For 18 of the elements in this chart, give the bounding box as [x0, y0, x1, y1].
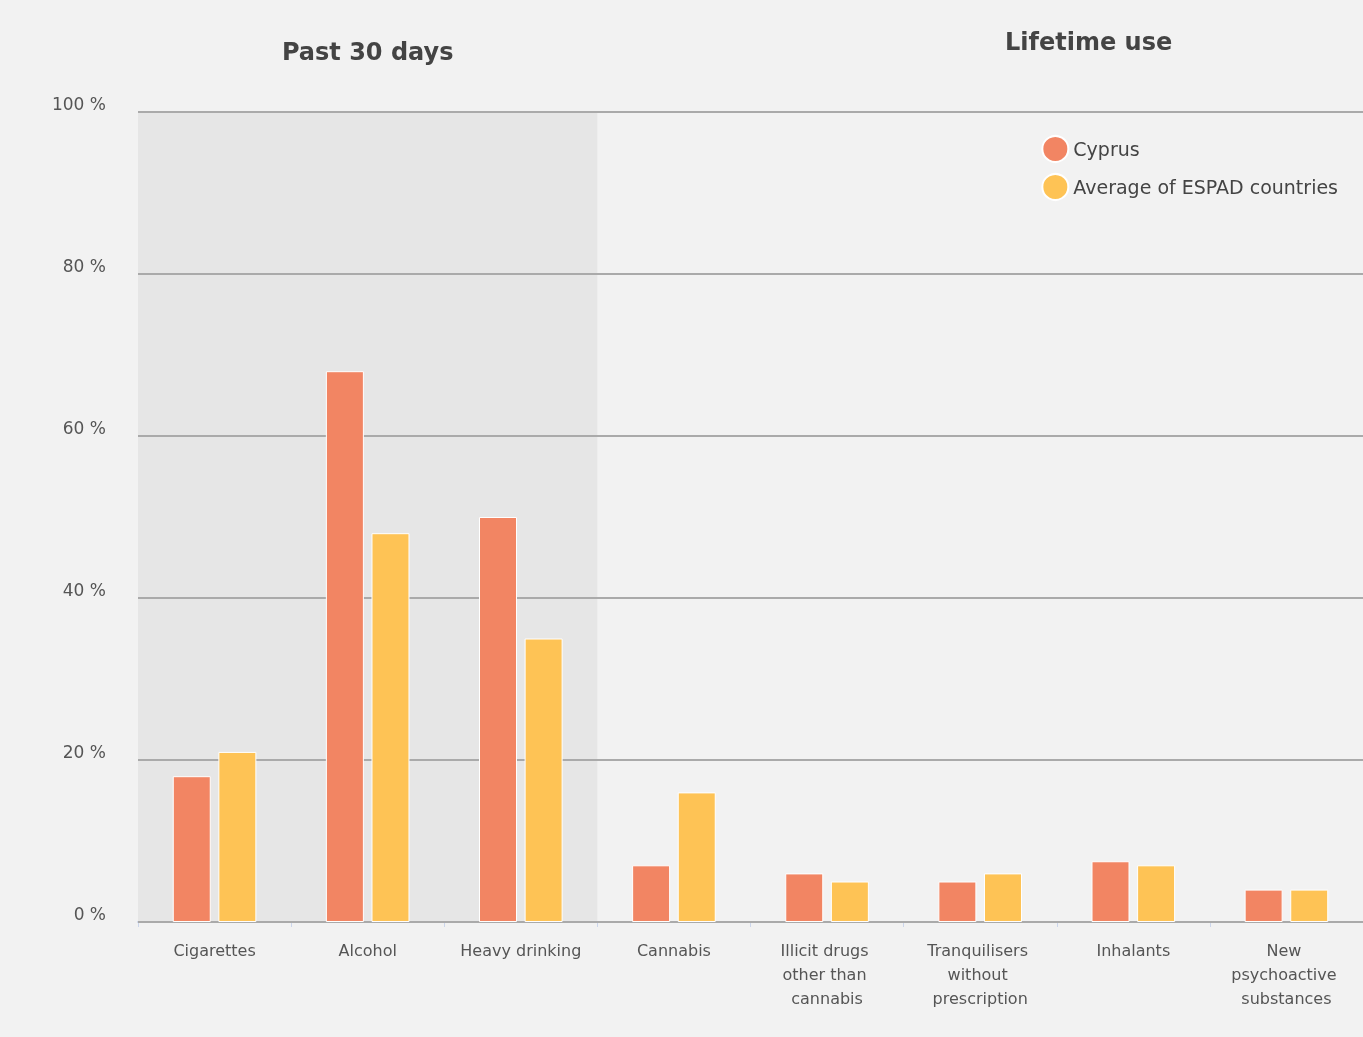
y-tick-label: 100 %: [51, 93, 106, 114]
y-tick-label: 0 %: [73, 903, 106, 924]
text: Lifetime use: [1005, 28, 1173, 56]
x-tick-label: Illicit drugs other than cannabis: [780, 940, 874, 1008]
band-label: Past 30 days: [281, 38, 454, 66]
y-tick-label: 40 %: [62, 579, 106, 600]
x-tick-label: New psychoactive substances: [1231, 940, 1342, 1008]
y-tick-label: 60 %: [62, 417, 106, 438]
x-tick-label: Tranquilisers without prescription: [926, 940, 1034, 1008]
x-tick-label: Alcohol: [338, 940, 397, 960]
x-tick-label: Inhalants: [1096, 940, 1171, 960]
x-tick-label: Cannabis: [636, 940, 711, 960]
y-tick-label: 80 %: [62, 255, 106, 276]
x-tick-label: Heavy drinking: [460, 940, 582, 960]
x-tick-label: Cigarettes: [173, 940, 256, 960]
legend-label: Cyprus: [1073, 138, 1140, 160]
y-tick-label: 20 %: [62, 741, 106, 762]
legend-label: Average of ESPAD countries: [1073, 176, 1339, 198]
